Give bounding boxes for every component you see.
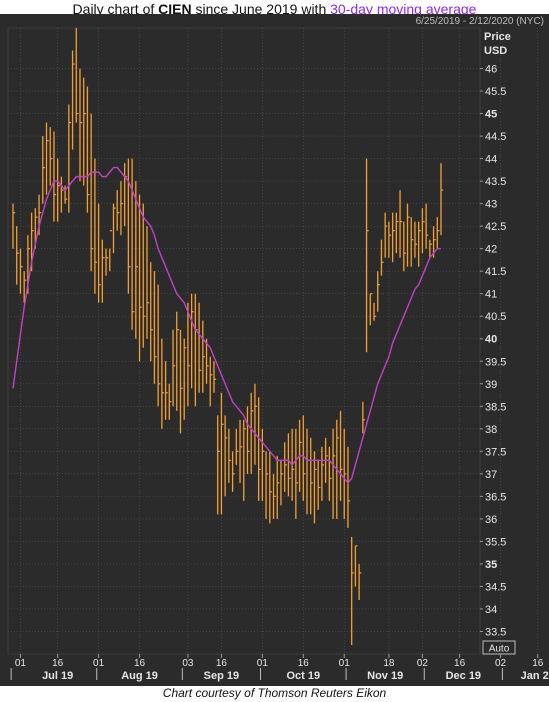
month-label: Jul 19 <box>42 670 73 682</box>
auto-scale-button[interactable] <box>482 640 516 655</box>
x-tick-label: 16 <box>216 658 228 669</box>
y-tick-label: 40.5 <box>485 311 506 323</box>
month-label: Nov 19 <box>367 670 403 682</box>
month-label: Oct 19 <box>286 670 320 682</box>
x-tick-label: 02 <box>495 658 507 669</box>
stock-chart: 33.5 34 34.5 35 35.5 36 36.5 37 37.5 38 38.5 39 39.5… <box>0 14 549 686</box>
x-tick-label: 01 <box>339 658 351 669</box>
y-tick-label: 33.5 <box>485 626 506 638</box>
y-tick-label: 41 <box>485 289 497 301</box>
x-tick-label: 16 <box>454 658 466 669</box>
y-tick-label: 36 <box>485 514 497 526</box>
y-tick-label: 35.5 <box>485 536 506 548</box>
y-tick-label: 44.5 <box>485 131 506 143</box>
x-tick-label: 16 <box>532 658 544 669</box>
y-tick-label: 38 <box>485 424 497 436</box>
x-tick-label: 01 <box>257 658 269 669</box>
y-axis-unit: USD <box>484 45 507 57</box>
y-tick-label: 44 <box>485 154 497 166</box>
y-tick-label: 43 <box>485 199 497 211</box>
y-tick-label: 40 <box>485 334 497 346</box>
month-label: Sep 19 <box>204 670 239 682</box>
y-tick-label: 35 <box>485 559 497 571</box>
ohlc-bars <box>12 28 444 645</box>
title-ticker: CIEN <box>158 1 192 17</box>
x-tick-label: 03 <box>182 658 194 669</box>
x-tick-label: 16 <box>52 658 64 669</box>
title-ma-label: 30-day moving average <box>330 1 477 17</box>
x-tick-label: 16 <box>134 658 146 669</box>
y-tick-label: 39.5 <box>485 356 506 368</box>
y-tick-label: 42.5 <box>485 221 506 233</box>
grid <box>7 27 539 655</box>
y-tick-label: 43.5 <box>485 176 506 188</box>
moving-average <box>12 166 441 484</box>
chart-background <box>0 14 549 686</box>
x-tick-label: 18 <box>383 658 395 669</box>
chart-container: 33.5 34 34.5 35 35.5 36 36.5 37 37.5 38 38.5 39 39.5… <box>0 14 549 686</box>
y-tick-label: 45 <box>485 109 497 121</box>
axes: 33.5 34 34.5 35 35.5 36 36.5 37 37.5 38 38.5 39 39.5… <box>10 64 549 682</box>
date-range: 6/25/2019 - 2/12/2020 (NYC) <box>416 16 544 27</box>
y-tick-label: 45.5 <box>485 86 506 98</box>
y-axis-title: Price <box>484 31 511 43</box>
title-middle: since June 2019 with <box>191 1 331 17</box>
y-tick-label: 38.5 <box>485 401 506 413</box>
x-tick-label: 01 <box>15 658 27 669</box>
month-label: Aug 19 <box>121 670 158 682</box>
y-tick-label: 34.5 <box>485 581 506 593</box>
x-tick-label: 01 <box>93 658 105 669</box>
y-tick-label: 37.5 <box>485 446 506 458</box>
moving-average-line <box>12 166 441 484</box>
month-label: Jan 20 <box>521 670 549 682</box>
y-tick-label: 34 <box>485 604 497 616</box>
x-tick-label: 16 <box>298 658 310 669</box>
plot-frame <box>7 27 481 655</box>
y-tick-label: 36.5 <box>485 491 506 503</box>
auto-scale-label: Auto <box>489 644 510 655</box>
y-tick-label: 42 <box>485 244 497 256</box>
month-label: Dec 19 <box>446 670 481 682</box>
y-tick-label: 37 <box>485 469 497 481</box>
chart-title: Daily chart of CIEN since June 2019 with… <box>0 0 549 18</box>
y-tick-label: 39 <box>485 379 497 391</box>
x-tick-label: 02 <box>417 658 429 669</box>
chart-credit: Chart courtesy of Thomson Reuters Eikon <box>162 686 387 700</box>
y-tick-label: 41.5 <box>485 266 506 278</box>
title-prefix: Daily chart of <box>72 1 159 17</box>
y-tick-label: 46 <box>485 64 497 76</box>
